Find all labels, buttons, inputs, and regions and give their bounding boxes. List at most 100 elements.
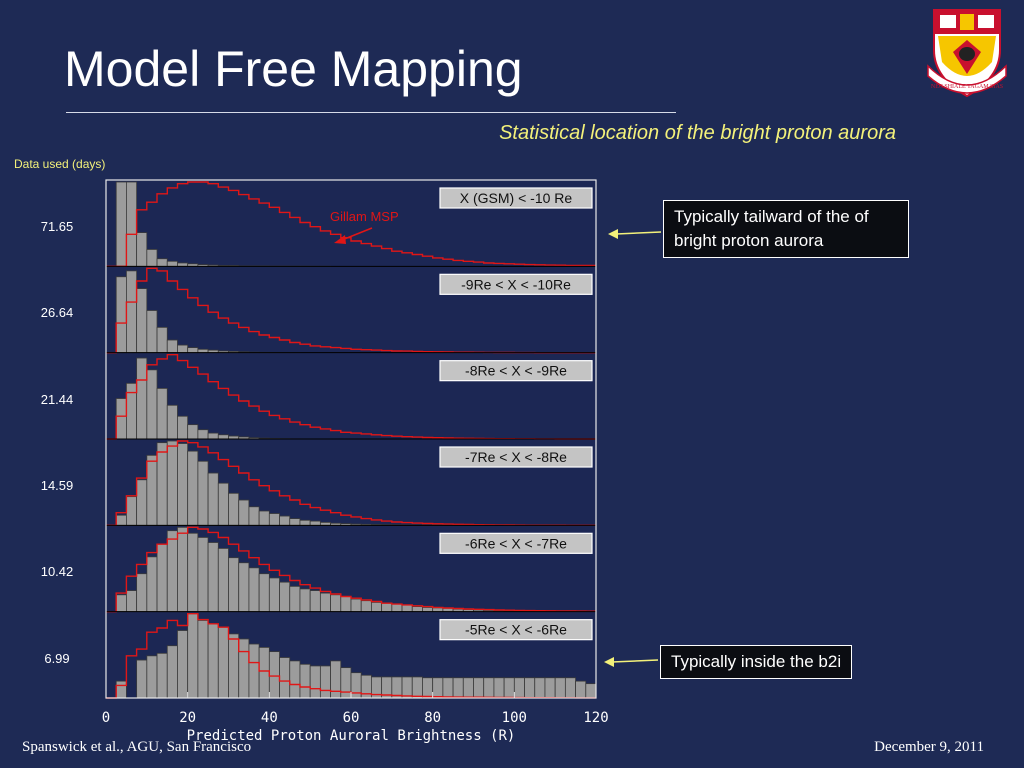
histogram-bar — [340, 667, 352, 699]
panel-label: -8Re < X < -9Re — [465, 363, 567, 379]
histogram-bar — [146, 454, 158, 526]
histogram-bar — [166, 339, 178, 354]
histogram-bar — [319, 665, 331, 699]
x-axis-label: Predicted Proton Auroral Brightness (R) — [187, 728, 516, 744]
histogram-bar — [299, 663, 311, 699]
callout-tailward: Typically tailward of the of bright prot… — [663, 200, 909, 258]
histogram-bar — [381, 602, 393, 613]
histogram-bar — [115, 398, 127, 440]
histogram-bar — [197, 460, 209, 526]
histogram-bar — [238, 638, 250, 699]
histogram-bar — [187, 450, 199, 526]
histogram-bar — [177, 630, 189, 699]
gillam-msp-annotation: Gillam MSP — [330, 209, 399, 224]
histogram-bar — [391, 603, 403, 613]
histogram-bar — [268, 651, 280, 699]
days-value: 26.64 — [40, 305, 74, 321]
gillam-msp-arrowhead — [334, 235, 346, 244]
histogram-bar — [575, 680, 587, 699]
callout-inside-b2i: Typically inside the b2i — [660, 645, 853, 679]
histogram-bar — [258, 573, 270, 613]
histogram-bar — [309, 590, 321, 613]
histogram-bar — [350, 598, 362, 613]
histogram-bar — [217, 434, 229, 440]
histogram-bar — [156, 387, 168, 440]
histogram-bar — [177, 344, 189, 354]
histogram-bar — [166, 645, 178, 699]
histogram-bar — [432, 607, 444, 613]
histogram-bar — [411, 676, 423, 699]
histogram-bar — [146, 556, 158, 613]
histogram-bar — [534, 677, 546, 699]
histogram-bar — [197, 429, 209, 440]
histogram-bar — [187, 613, 199, 699]
histogram-bar — [156, 652, 168, 699]
histogram-bar — [126, 382, 138, 440]
histogram-bar — [197, 537, 209, 613]
histogram-bar — [146, 249, 158, 267]
panel-label-box — [439, 187, 593, 209]
histogram-bar — [452, 677, 464, 699]
histogram-bar — [177, 443, 189, 526]
histogram-bar — [289, 585, 301, 613]
histogram-bar — [197, 620, 209, 699]
university-crest-logo: NEC SHIALE TAGAM SIAS — [927, 9, 1007, 98]
histogram-bar — [248, 567, 260, 613]
histogram-bar — [136, 573, 148, 613]
histogram-bar — [330, 660, 342, 699]
gillam-msp-arrow — [341, 227, 373, 241]
histogram-bar — [411, 606, 423, 613]
histogram-bar — [115, 594, 127, 613]
histogram-bar — [156, 326, 168, 354]
gillam-msp-curve — [106, 181, 596, 267]
histogram-bar — [228, 633, 240, 699]
days-axis-label: Data used (days) — [14, 157, 106, 171]
callout-arrow-inside-head — [604, 657, 614, 667]
histogram-bar — [360, 600, 372, 613]
histogram-bar — [401, 676, 413, 699]
histogram-bar — [422, 607, 434, 613]
histogram-bar — [483, 677, 495, 699]
histogram-bar — [268, 513, 280, 526]
histogram-bar — [289, 518, 301, 526]
gillam-msp-curve — [106, 526, 596, 613]
footer-date: December 9, 2011 — [874, 739, 984, 755]
histogram-bar — [248, 506, 260, 526]
days-value: 14.59 — [40, 477, 74, 493]
x-tick-label: 0 — [102, 710, 110, 726]
histogram-bar — [197, 348, 209, 354]
histogram-bar — [136, 288, 148, 354]
histogram-bar — [238, 499, 250, 526]
histogram-bar — [115, 514, 127, 526]
histogram-bar — [136, 357, 148, 440]
histogram-bar — [279, 581, 291, 613]
panel-label: -7Re < X < -8Re — [465, 449, 567, 465]
histogram-bar — [564, 677, 576, 699]
x-tick-label: 120 — [583, 710, 608, 726]
histogram-bar — [299, 588, 311, 613]
panel-label: X (GSM) < -10 Re — [460, 190, 573, 206]
x-tick-label: 20 — [179, 710, 196, 726]
histogram-bar — [289, 660, 301, 699]
histogram-bar — [146, 655, 158, 699]
panel-label-box — [439, 619, 593, 641]
histogram-bar — [228, 492, 240, 526]
histogram-bar — [432, 677, 444, 699]
histogram-bar — [115, 680, 127, 699]
histogram-bar — [136, 232, 148, 267]
histogram-bar — [340, 596, 352, 613]
histogram-bar — [166, 440, 178, 526]
x-tick-label: 100 — [502, 710, 527, 726]
days-value: 10.42 — [40, 564, 74, 580]
histogram-bar — [442, 607, 454, 613]
panel-label-box — [439, 446, 593, 468]
histogram-bar — [401, 604, 413, 613]
histogram-bar — [442, 677, 454, 699]
histogram-bar — [166, 530, 178, 613]
histogram-bar — [207, 623, 219, 699]
histogram-bar — [156, 258, 168, 267]
histogram-bar — [513, 677, 525, 699]
histogram-bar — [350, 672, 362, 699]
slide-title: Model Free Mapping — [64, 41, 523, 97]
